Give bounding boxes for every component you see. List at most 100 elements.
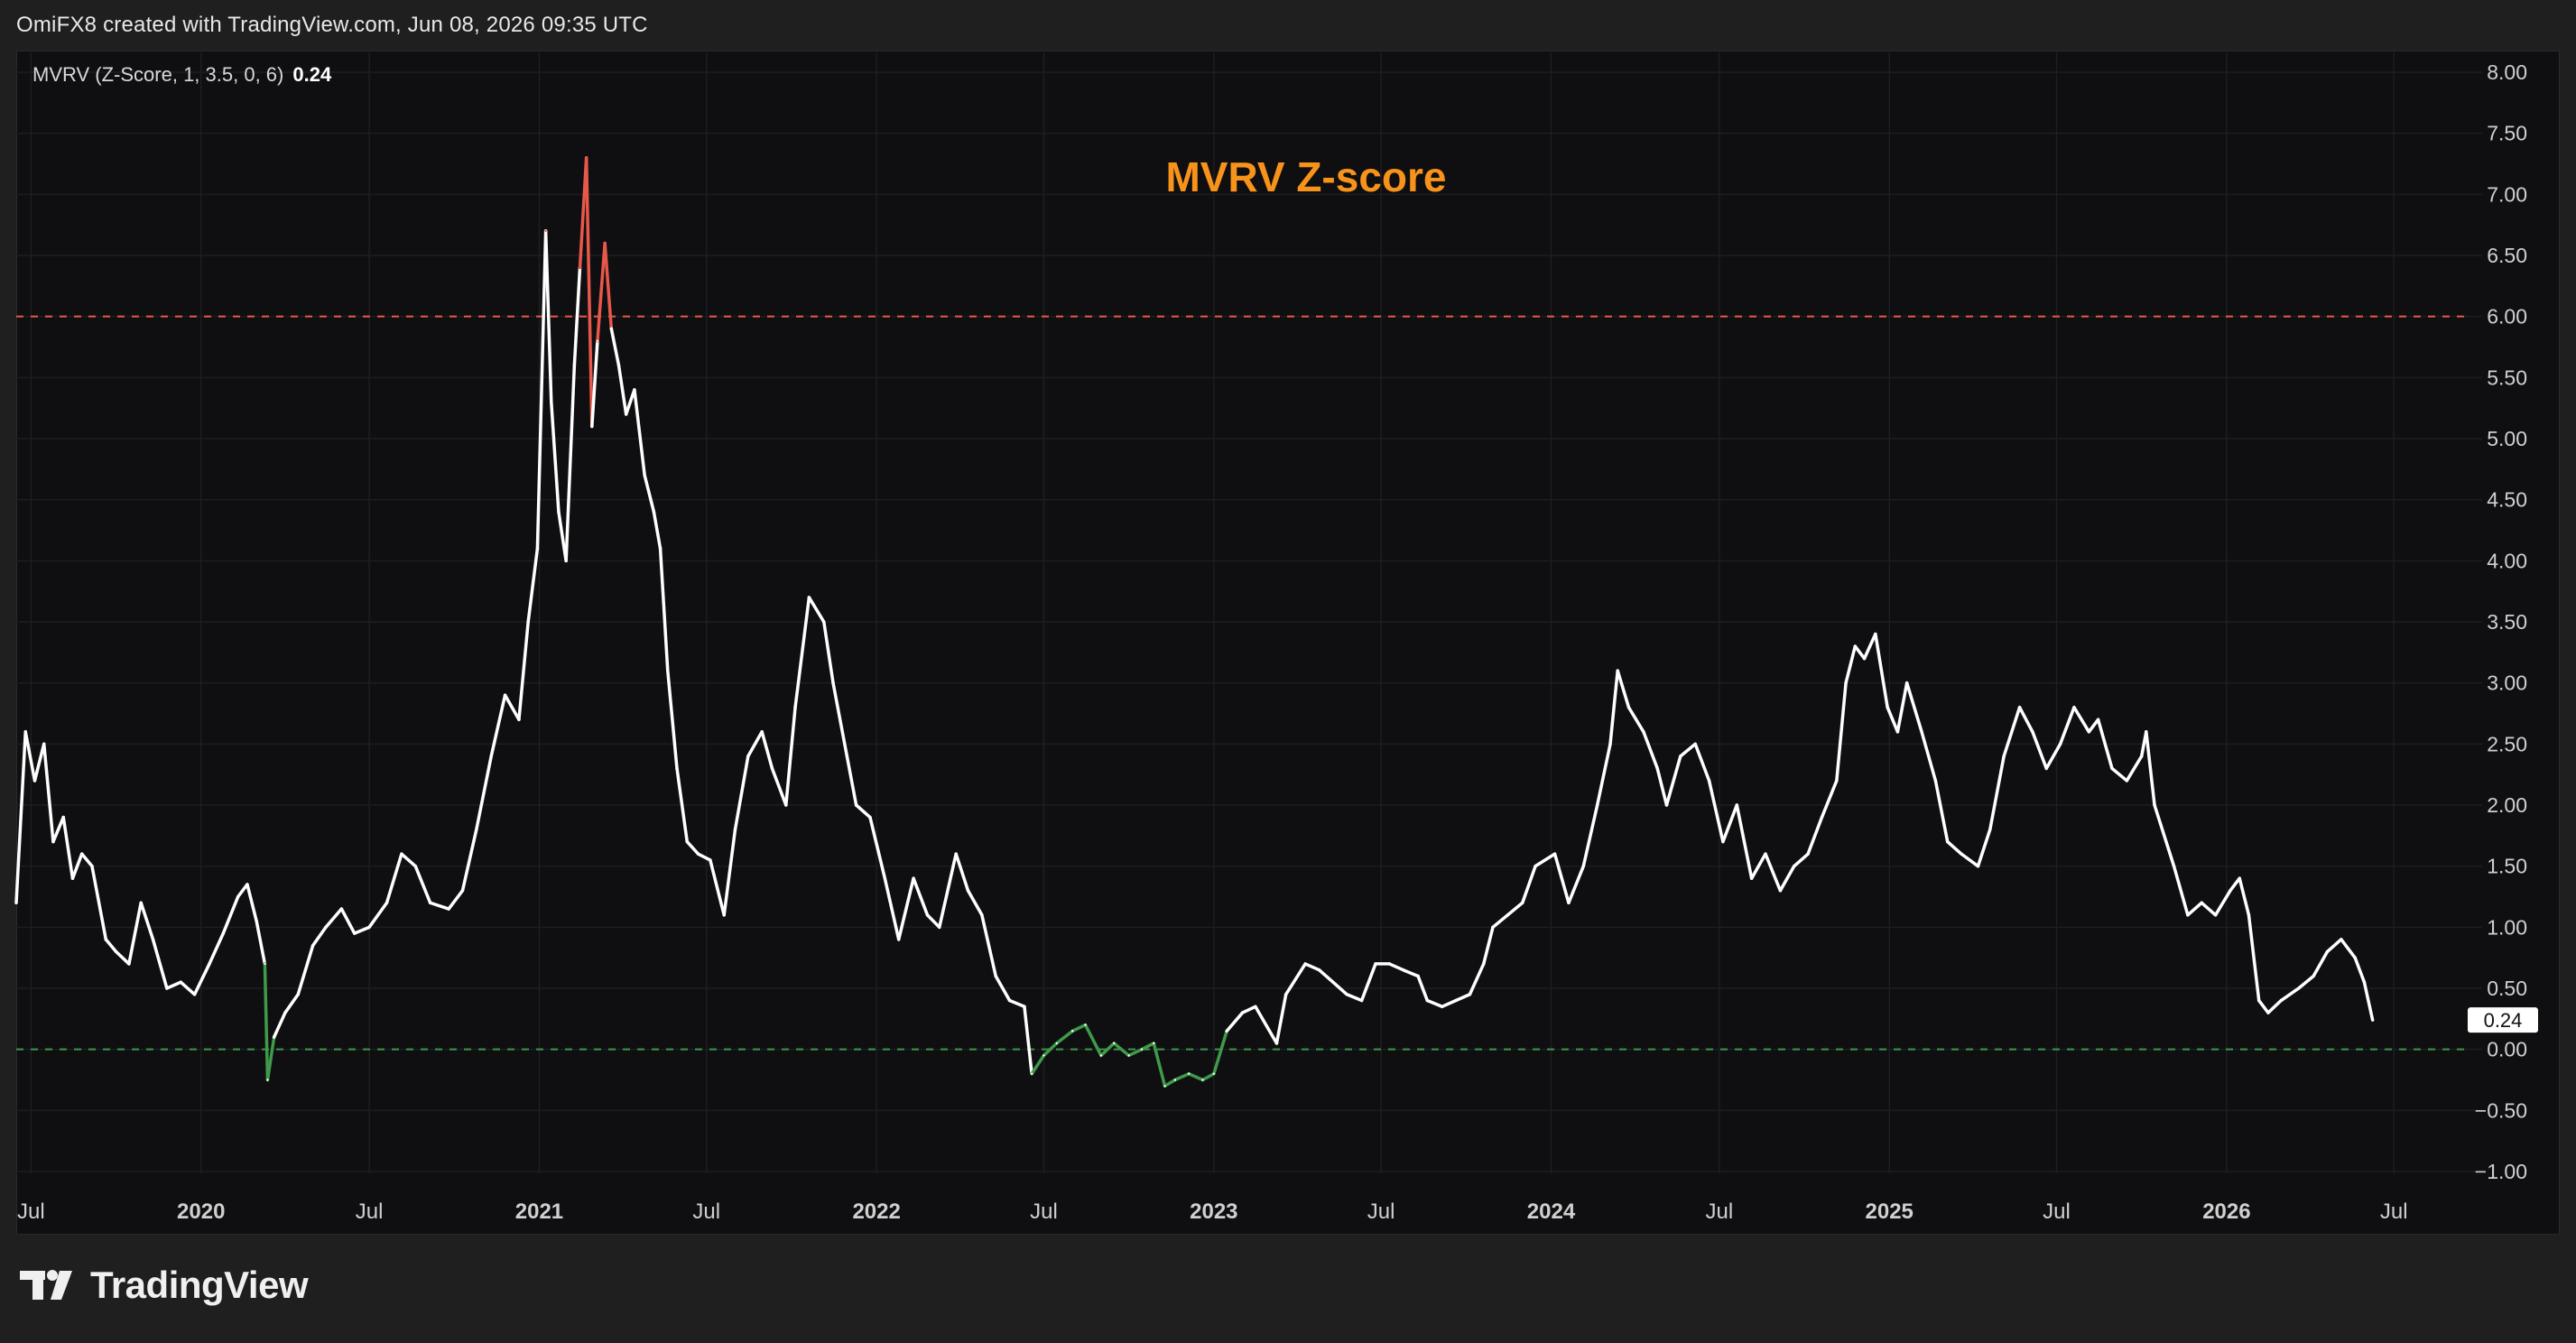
data-point: [544, 229, 547, 233]
data-point: [1627, 706, 1630, 709]
data-point: [1553, 852, 1556, 856]
data-point: [1665, 803, 1668, 807]
data-point: [1806, 852, 1810, 856]
indicator-legend[interactable]: MVRV (Z-Score, 1, 3.5, 0, 6) 0.24: [32, 63, 331, 87]
series-segment: [1283, 962, 1307, 996]
series-segment: [543, 229, 553, 404]
series-segment: [1820, 779, 1839, 820]
series-segment: [272, 1011, 287, 1039]
series-segment: [572, 265, 582, 367]
series-segment: [770, 766, 788, 807]
data-point: [42, 743, 45, 746]
data-point: [1346, 993, 1348, 996]
series-segment: [535, 229, 548, 551]
series-segment: [1552, 852, 1571, 905]
data-point: [1567, 902, 1571, 904]
data-point: [1736, 803, 1738, 807]
series-segment: [912, 876, 930, 917]
data-point: [236, 895, 239, 898]
series-segment: [1844, 644, 1858, 685]
series-segment: [1359, 962, 1377, 1003]
data-point: [1779, 889, 1782, 892]
data-point: [1844, 681, 1848, 684]
data-point: [127, 962, 131, 966]
data-point: [2297, 986, 2300, 990]
series-segment: [236, 883, 249, 899]
data-point: [1030, 1072, 1033, 1075]
series-segment: [526, 547, 540, 624]
series-segment: [564, 364, 577, 563]
series-segment: [1764, 852, 1783, 893]
series-segment: [652, 510, 663, 551]
data-point: [2153, 803, 2156, 807]
data-point: [62, 816, 65, 819]
series-segment: [603, 241, 614, 330]
series-segment: [246, 883, 258, 923]
data-point: [846, 755, 848, 758]
data-point: [2097, 718, 2099, 721]
series-segment: [954, 852, 970, 893]
series-segment: [675, 766, 690, 844]
data-point: [2257, 999, 2260, 1002]
data-point: [784, 803, 788, 807]
series-segment: [1482, 925, 1495, 966]
data-point: [659, 547, 662, 550]
series-segment: [1070, 1023, 1088, 1033]
series-segment: [1904, 681, 1923, 734]
series-segment: [1735, 803, 1754, 880]
data-point: [610, 328, 613, 330]
data-point: [115, 950, 117, 953]
series-segment: [1030, 1053, 1046, 1076]
data-point: [1084, 1023, 1087, 1026]
series-segment: [1007, 998, 1026, 1009]
series-segment: [2247, 913, 2261, 1003]
series-segment: [2325, 938, 2343, 954]
series-segment: [784, 705, 797, 807]
data-point: [2002, 755, 2006, 758]
series-segment: [2058, 705, 2076, 746]
series-segment: [2087, 718, 2100, 734]
y-tick-label: 5.50: [2487, 366, 2527, 389]
series-segment: [1317, 968, 1335, 984]
data-point: [1201, 1079, 1204, 1081]
data-point: [24, 730, 27, 733]
data-point: [1946, 840, 1949, 843]
series-segment: [265, 1035, 276, 1082]
data-point: [246, 883, 249, 886]
x-tick-label: 2024: [1527, 1199, 1576, 1224]
series-segment: [793, 596, 811, 709]
data-point: [1960, 852, 1963, 856]
series-segment: [151, 938, 169, 990]
series-segment: [310, 925, 328, 948]
chart-area[interactable]: [16, 51, 2560, 1235]
data-point: [1821, 816, 1823, 819]
series-segment: [127, 901, 143, 966]
series-segment: [1099, 1042, 1117, 1058]
last-value-label: 0.24: [2484, 1009, 2523, 1032]
x-tick-label: 2021: [515, 1199, 563, 1224]
series-segment: [2002, 705, 2022, 758]
series-segment: [2096, 718, 2114, 771]
y-axis: 8.00 7.50 7.00 6.50 6.00 5.50 5.00 4.50 4.00 3.50…: [2475, 60, 2527, 1183]
y-tick-label: 7.50: [2487, 122, 2527, 145]
series-segment: [709, 858, 726, 917]
series-segment: [845, 755, 858, 807]
indicator-name: MVRV (Z-Score, 1, 3.5, 0, 6): [32, 63, 284, 86]
data-point: [2247, 913, 2250, 916]
data-point: [414, 865, 417, 867]
data-point: [1441, 1005, 1443, 1008]
data-point: [746, 755, 750, 758]
series-segment: [1126, 1047, 1144, 1058]
series-segment: [1960, 852, 1980, 868]
series-segment: [733, 755, 750, 831]
series-segment: [722, 828, 737, 917]
series-segment: [1454, 993, 1472, 1003]
chart-title: MVRV Z-score: [1165, 153, 1446, 200]
series-segment: [1401, 968, 1420, 978]
data-point: [429, 902, 431, 904]
tradingview-logo[interactable]: TradingView: [20, 1264, 309, 1307]
series-segment: [1655, 766, 1669, 807]
data-point: [1055, 1042, 1058, 1045]
series-segment: [2186, 901, 2203, 917]
